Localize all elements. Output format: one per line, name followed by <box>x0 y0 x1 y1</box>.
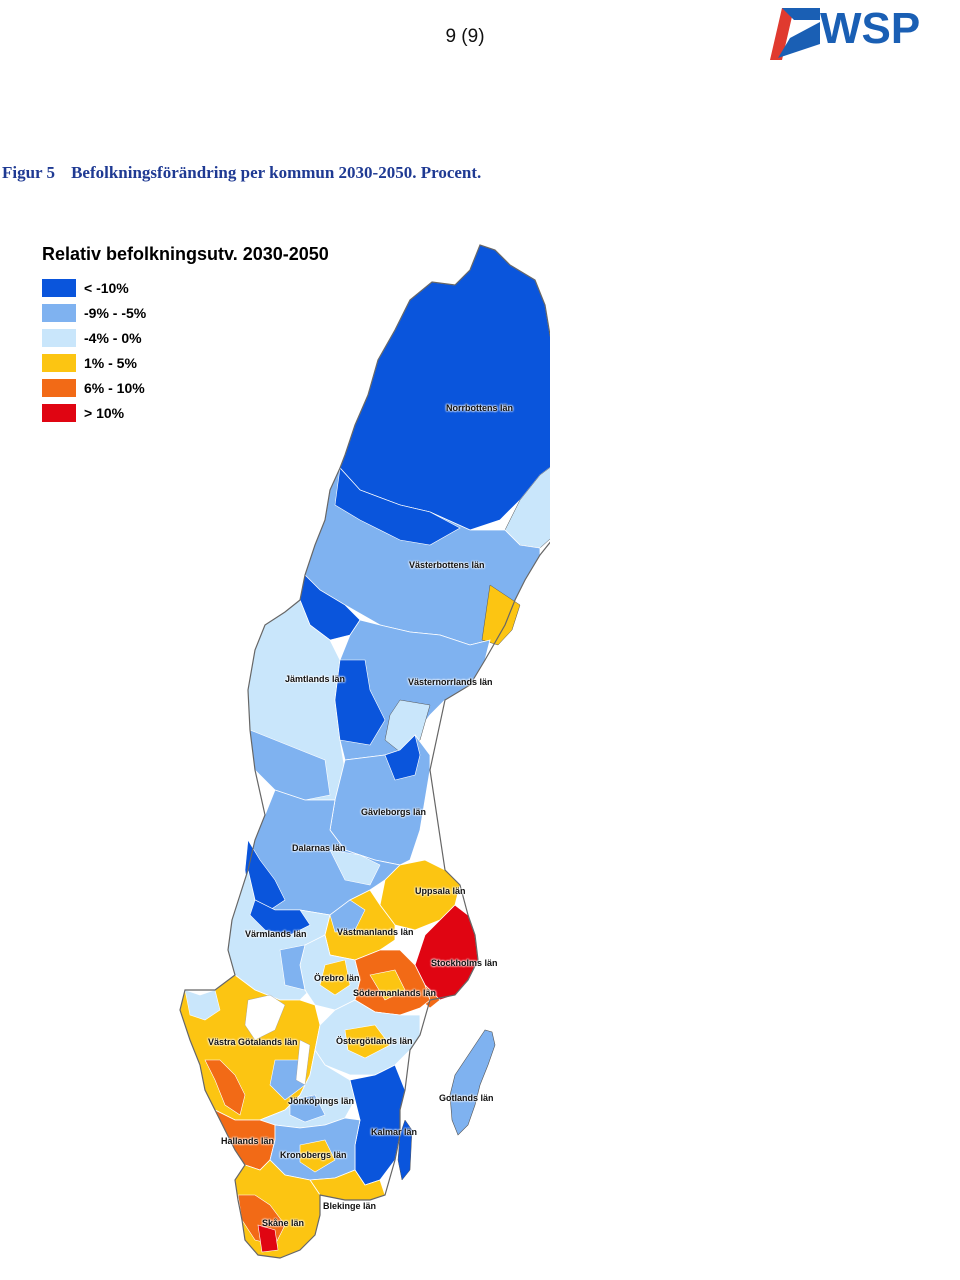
legend-swatch <box>42 353 76 372</box>
map-label-gavleborg: Gävleborgs län <box>361 807 427 817</box>
map-label-vasterbotten: Västerbottens län <box>409 560 485 570</box>
map-region-vastmanland-north <box>329 899 366 933</box>
map-label-ostergotland: Östergötlands län <box>336 1036 413 1046</box>
legend-item: 1% - 5% <box>42 350 329 375</box>
legend-label: 1% - 5% <box>84 354 137 371</box>
legend-swatch <box>42 403 76 422</box>
map-region-jamtland-south <box>249 729 331 801</box>
map-region-varmland-north <box>249 899 311 936</box>
map-region-vasterbotten-north <box>334 467 461 546</box>
map-label-vastra-gotaland: Västra Götalands län <box>208 1037 298 1047</box>
map-region-norrbotten-coast <box>504 467 550 549</box>
map-region-jonkoping-center <box>289 1094 326 1123</box>
map-region-dalarna-center <box>329 849 381 886</box>
map-label-orebro: Örebro län <box>314 973 360 983</box>
logo-text: WSP <box>820 4 920 53</box>
map-lake-vattern <box>295 1039 311 1086</box>
map-region-gavleborg-north <box>384 734 421 781</box>
legend-label: -4% - 0% <box>84 329 142 346</box>
map-label-blekinge: Blekinge län <box>323 1201 377 1211</box>
sweden-map <box>179 244 550 1259</box>
map-label-gotland: Gotlands län <box>439 1093 494 1103</box>
map-region-gotland <box>449 1029 496 1136</box>
legend-swatch <box>42 278 76 297</box>
map-region-vastra-gotaland-west <box>204 1059 246 1116</box>
map-label-jamtland: Jämtlands län <box>285 674 346 684</box>
map-label-norrbotten: Norrbottens län <box>446 403 514 413</box>
map-label-vasternorrland: Västernorrlands län <box>408 677 493 687</box>
legend-item: 6% - 10% <box>42 375 329 400</box>
legend-item: < -10% <box>42 275 329 300</box>
map-label-skane: Skåne län <box>262 1218 305 1228</box>
figure-caption-text: Befolkningsförändring per kommun 2030-20… <box>71 163 482 182</box>
legend-item: > 10% <box>42 400 329 425</box>
map-label-uppsala: Uppsala län <box>415 886 466 896</box>
map-label-kalmar: Kalmar län <box>371 1127 418 1137</box>
legend-label: > 10% <box>84 404 125 421</box>
map-label-stockholm: Stockholms län <box>431 958 498 968</box>
map-region-vasterbotten-coast <box>481 584 521 646</box>
legend-label: 6% - 10% <box>84 379 145 396</box>
map-region-sodermanland-inner <box>369 969 406 1001</box>
legend-swatch <box>42 303 76 322</box>
map-region-norrbotten <box>339 244 550 531</box>
legend-label: -9% - -5% <box>84 304 147 321</box>
map-label-halland: Hallands län <box>221 1136 275 1146</box>
map-region-ostergotland-center <box>344 1024 391 1059</box>
legend-title: Relativ befolkningsutv. 2030-2050 <box>42 244 329 264</box>
map-label-sodermanland: Södermanlands län <box>353 988 437 998</box>
map-region-skane-malmo <box>257 1224 279 1253</box>
map-region-vasternorrland-inland <box>334 659 386 746</box>
legend-item: -9% - -5% <box>42 300 329 325</box>
map-label-varmland: Värmlands län <box>245 929 307 939</box>
map-region-vastra-gotaland-east <box>269 1059 306 1101</box>
legend-item: -4% - 0% <box>42 325 329 350</box>
legend-label: < -10% <box>84 279 129 296</box>
map-region-vastra-gotaland-north <box>184 989 221 1021</box>
legend-swatch <box>42 328 76 347</box>
map-label-vastmanland: Västmanlands län <box>337 927 414 937</box>
map-label-kronoberg: Kronobergs län <box>280 1150 347 1160</box>
page-number: 9 (9) <box>445 26 485 47</box>
figure-caption-label: Figur 5 <box>2 163 56 182</box>
map-region-orebro-center <box>319 959 351 996</box>
legend: Relativ befolkningsutv. 2030-2050 < -10%… <box>42 244 329 425</box>
figure-caption: Figur 5 Befolkningsförändring per kommun … <box>2 163 481 183</box>
wsp-logo: WSP <box>770 4 920 60</box>
map-label-dalarna: Dalarnas län <box>292 843 346 853</box>
map-outline <box>179 244 550 1259</box>
map-label-jonkoping: Jönköpings län <box>288 1096 355 1106</box>
legend-swatch <box>42 378 76 397</box>
map-region-kronoberg-center <box>299 1139 336 1173</box>
map-lake-vanern <box>244 994 286 1041</box>
